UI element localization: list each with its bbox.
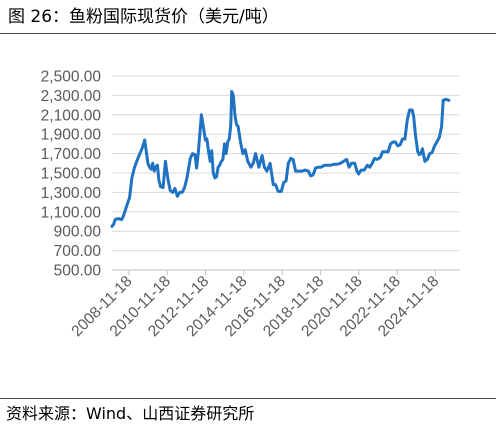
title-rule: [0, 33, 496, 34]
y-tick-label: 1,900.00: [41, 127, 102, 144]
line-chart: 500.00 700.00 900.00 1,100.00 1,300.00 1,500.…: [41, 69, 460, 340]
y-tick-label: 900.00: [54, 224, 102, 241]
axes: [112, 269, 460, 275]
gridlines: [112, 75, 460, 252]
y-tick-label: 2,100.00: [41, 107, 102, 124]
y-tick-label: 1,100.00: [41, 204, 102, 221]
source-note: 资料来源：Wind、山西证券研究所: [6, 404, 255, 423]
source-rule: [0, 398, 496, 399]
series-line: [110, 90, 451, 228]
x-axis-tick-labels: 2008-11-182010-11-182012-11-182014-11-18…: [68, 273, 442, 340]
figure-title: 图 26：鱼粉国际现货价（美元/吨）: [8, 7, 279, 27]
y-tick-label: 2,500.00: [41, 69, 102, 86]
y-tick-label: 1,500.00: [41, 166, 102, 183]
y-axis-tick-labels: 500.00 700.00 900.00 1,100.00 1,300.00 1,500.…: [41, 69, 102, 280]
y-tick-label: 1,700.00: [41, 146, 102, 163]
series-layer: [110, 90, 451, 228]
y-tick-label: 500.00: [54, 263, 102, 280]
y-tick-label: 2,300.00: [41, 88, 102, 105]
y-tick-label: 700.00: [54, 243, 102, 260]
y-tick-label: 1,300.00: [41, 185, 102, 202]
